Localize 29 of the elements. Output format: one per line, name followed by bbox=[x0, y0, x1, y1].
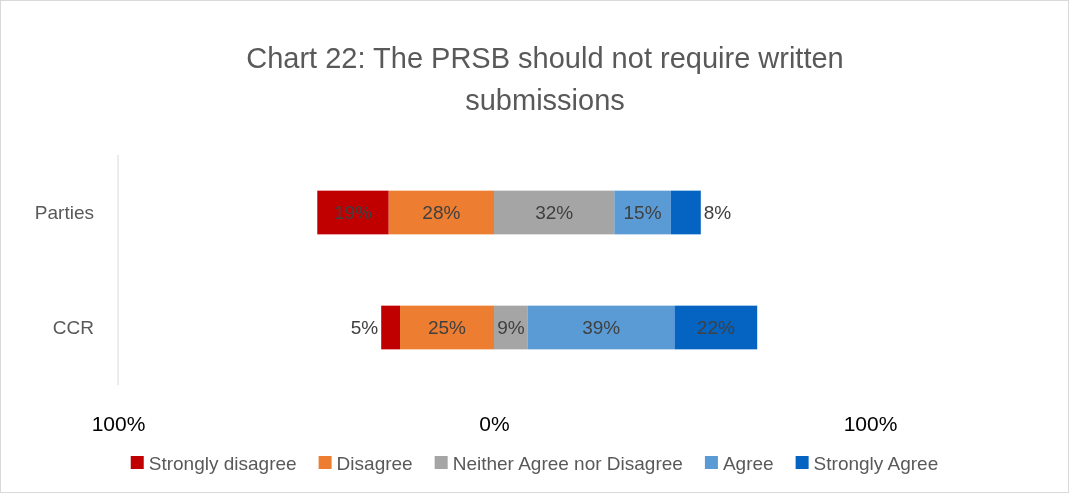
x-tick-label: 100% bbox=[91, 411, 146, 435]
data-label: 5% bbox=[350, 317, 379, 339]
legend-label: Neither Agree nor Disagree bbox=[452, 452, 683, 474]
legend-label: Agree bbox=[722, 452, 774, 474]
data-label: 39% bbox=[582, 317, 621, 339]
y-tick-label: CCR bbox=[52, 317, 94, 339]
data-label: 22% bbox=[696, 317, 735, 339]
data-label: 32% bbox=[535, 202, 574, 224]
legend-label: Strongly Agree bbox=[813, 452, 939, 474]
bar bbox=[674, 305, 758, 350]
y-tick-label: Parties bbox=[34, 202, 94, 224]
data-label: 9% bbox=[497, 317, 525, 339]
chart-title: Chart 22: The PRSB should not require written submissions bbox=[246, 42, 844, 116]
bar bbox=[400, 305, 494, 350]
legend-label: Strongly disagree bbox=[148, 452, 297, 474]
data-label: 8% bbox=[703, 202, 732, 224]
data-label: 28% bbox=[422, 202, 461, 224]
data-label: 15% bbox=[623, 202, 662, 224]
x-tick-label: 0% bbox=[479, 411, 510, 435]
x-tick-label: 100% bbox=[843, 411, 898, 435]
bar bbox=[670, 190, 701, 235]
data-label: 25% bbox=[427, 317, 467, 339]
bar bbox=[381, 305, 400, 350]
data-label: 19% bbox=[333, 202, 373, 224]
bar bbox=[317, 190, 389, 235]
bar bbox=[494, 190, 615, 235]
bar bbox=[388, 190, 494, 235]
legend-label: Disagree bbox=[336, 452, 413, 474]
bar bbox=[527, 305, 675, 350]
